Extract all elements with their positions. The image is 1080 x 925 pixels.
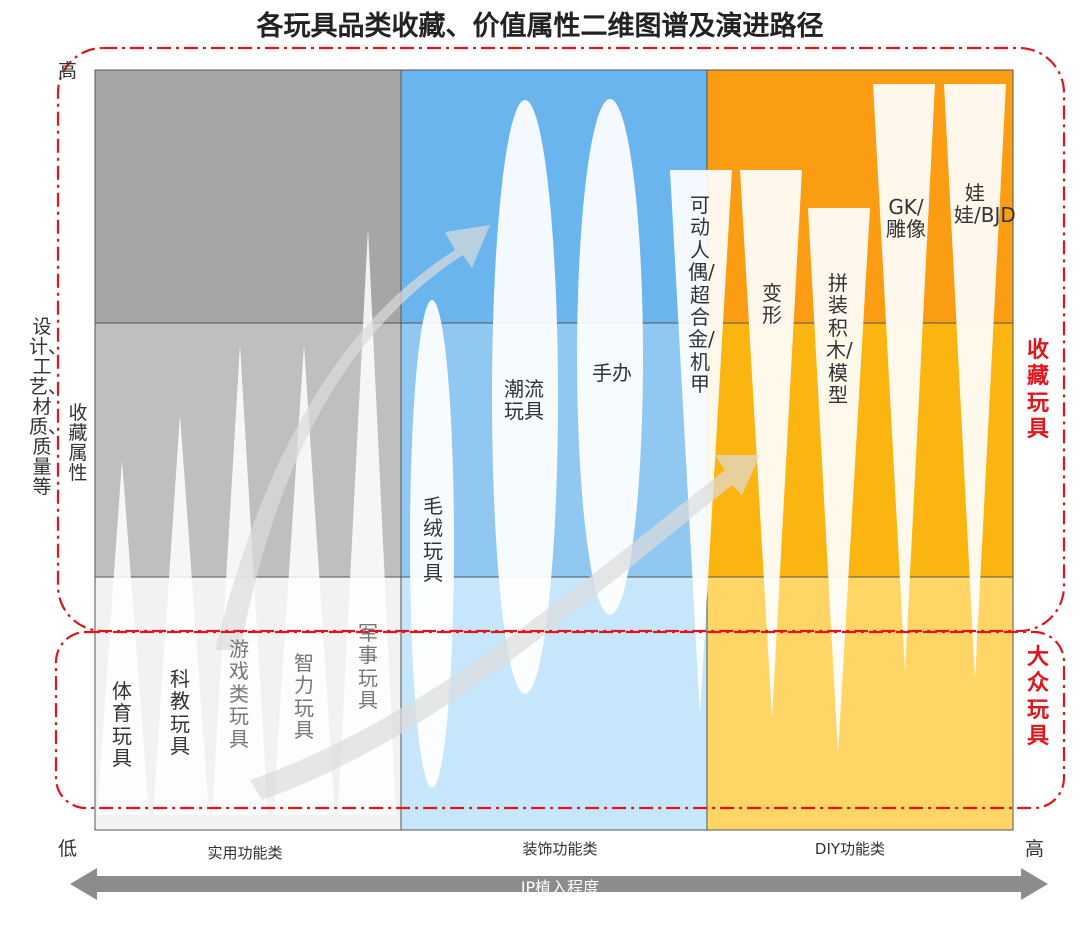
label-figure: 手办 <box>592 361 632 385</box>
ellipse-trendy <box>492 100 558 694</box>
spike-puzzle <box>273 345 335 815</box>
arrow-lower <box>250 455 760 800</box>
arrow-upper <box>215 225 490 650</box>
spike-education <box>153 415 209 815</box>
label-education: 科教玩具 <box>170 667 190 759</box>
y-low-label: 低 <box>58 838 78 860</box>
evolution-arrows <box>215 225 760 800</box>
label-transform: 变形 <box>762 281 782 328</box>
spike-military <box>338 228 396 815</box>
label-doll: 娃娃/BJD <box>954 181 1016 228</box>
spike-doll <box>944 84 1006 680</box>
x-high-label: 高 <box>1025 838 1045 860</box>
spike-action-figure <box>670 170 732 716</box>
y-high-label: 高 <box>58 60 78 82</box>
label-plush: 毛绒玩具 <box>423 494 443 586</box>
spike-blocks <box>808 208 870 754</box>
page-title: 各玩具品类收藏、价值属性二维图谱及演进路径 <box>256 11 824 42</box>
label-puzzle: 智力玩具 <box>294 651 314 743</box>
label-gk: GK/雕像 <box>886 195 926 242</box>
y-axis-outer-title: 设计、工艺、材质、质量等 <box>29 316 68 498</box>
label-game: 游戏类玩具 <box>229 637 249 751</box>
spike-transform <box>740 170 802 718</box>
group-collectible-label: 收藏玩具 <box>1026 338 1049 443</box>
spike-gk <box>873 84 935 672</box>
label-sports: 体育玩具 <box>112 679 132 771</box>
category-decorative: 装饰功能类 <box>522 840 598 858</box>
ellipse-plush <box>410 300 454 788</box>
category-practical: 实用功能类 <box>207 844 283 862</box>
spike-sports <box>97 460 149 815</box>
x-axis-arrow <box>70 868 1048 900</box>
collectible-frame <box>56 46 1066 633</box>
x-axis-title: IP植入程度 <box>520 878 600 897</box>
label-military: 军事玩具 <box>358 621 378 713</box>
ellipse-figure <box>577 99 643 615</box>
y-axis-inner-title: 收藏属性 <box>68 402 88 484</box>
group-mass-label: 大众玩具 <box>1026 645 1049 750</box>
label-action-figure: 可动人偶/超合金/机甲 <box>688 193 715 397</box>
mass-frame <box>54 630 1066 810</box>
label-blocks: 拼装积木/模型 <box>826 271 853 407</box>
category-diy: DIY功能类 <box>814 840 886 858</box>
label-trendy: 潮流玩具 <box>504 377 544 424</box>
